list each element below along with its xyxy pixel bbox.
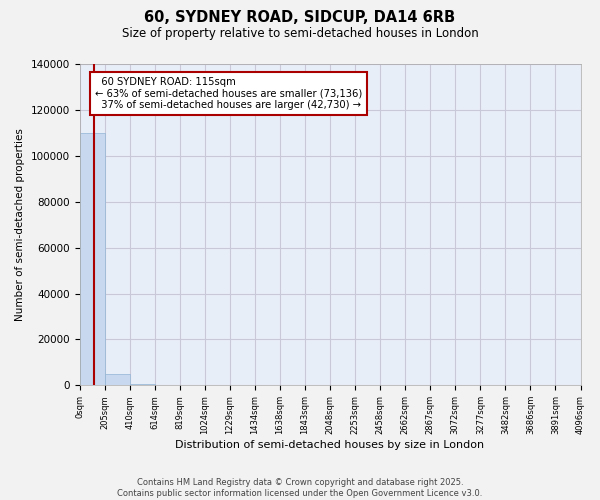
Text: Size of property relative to semi-detached houses in London: Size of property relative to semi-detach… [122,28,478,40]
Bar [104,374,130,386]
Bar [80,133,104,386]
X-axis label: Distribution of semi-detached houses by size in London: Distribution of semi-detached houses by … [175,440,485,450]
Bar [130,384,155,386]
Y-axis label: Number of semi-detached properties: Number of semi-detached properties [15,128,25,321]
Text: 60, SYDNEY ROAD, SIDCUP, DA14 6RB: 60, SYDNEY ROAD, SIDCUP, DA14 6RB [145,10,455,25]
Text: Contains HM Land Registry data © Crown copyright and database right 2025.
Contai: Contains HM Land Registry data © Crown c… [118,478,482,498]
Text: 60 SYDNEY ROAD: 115sqm
← 63% of semi-detached houses are smaller (73,136)
  37% : 60 SYDNEY ROAD: 115sqm ← 63% of semi-det… [95,77,362,110]
